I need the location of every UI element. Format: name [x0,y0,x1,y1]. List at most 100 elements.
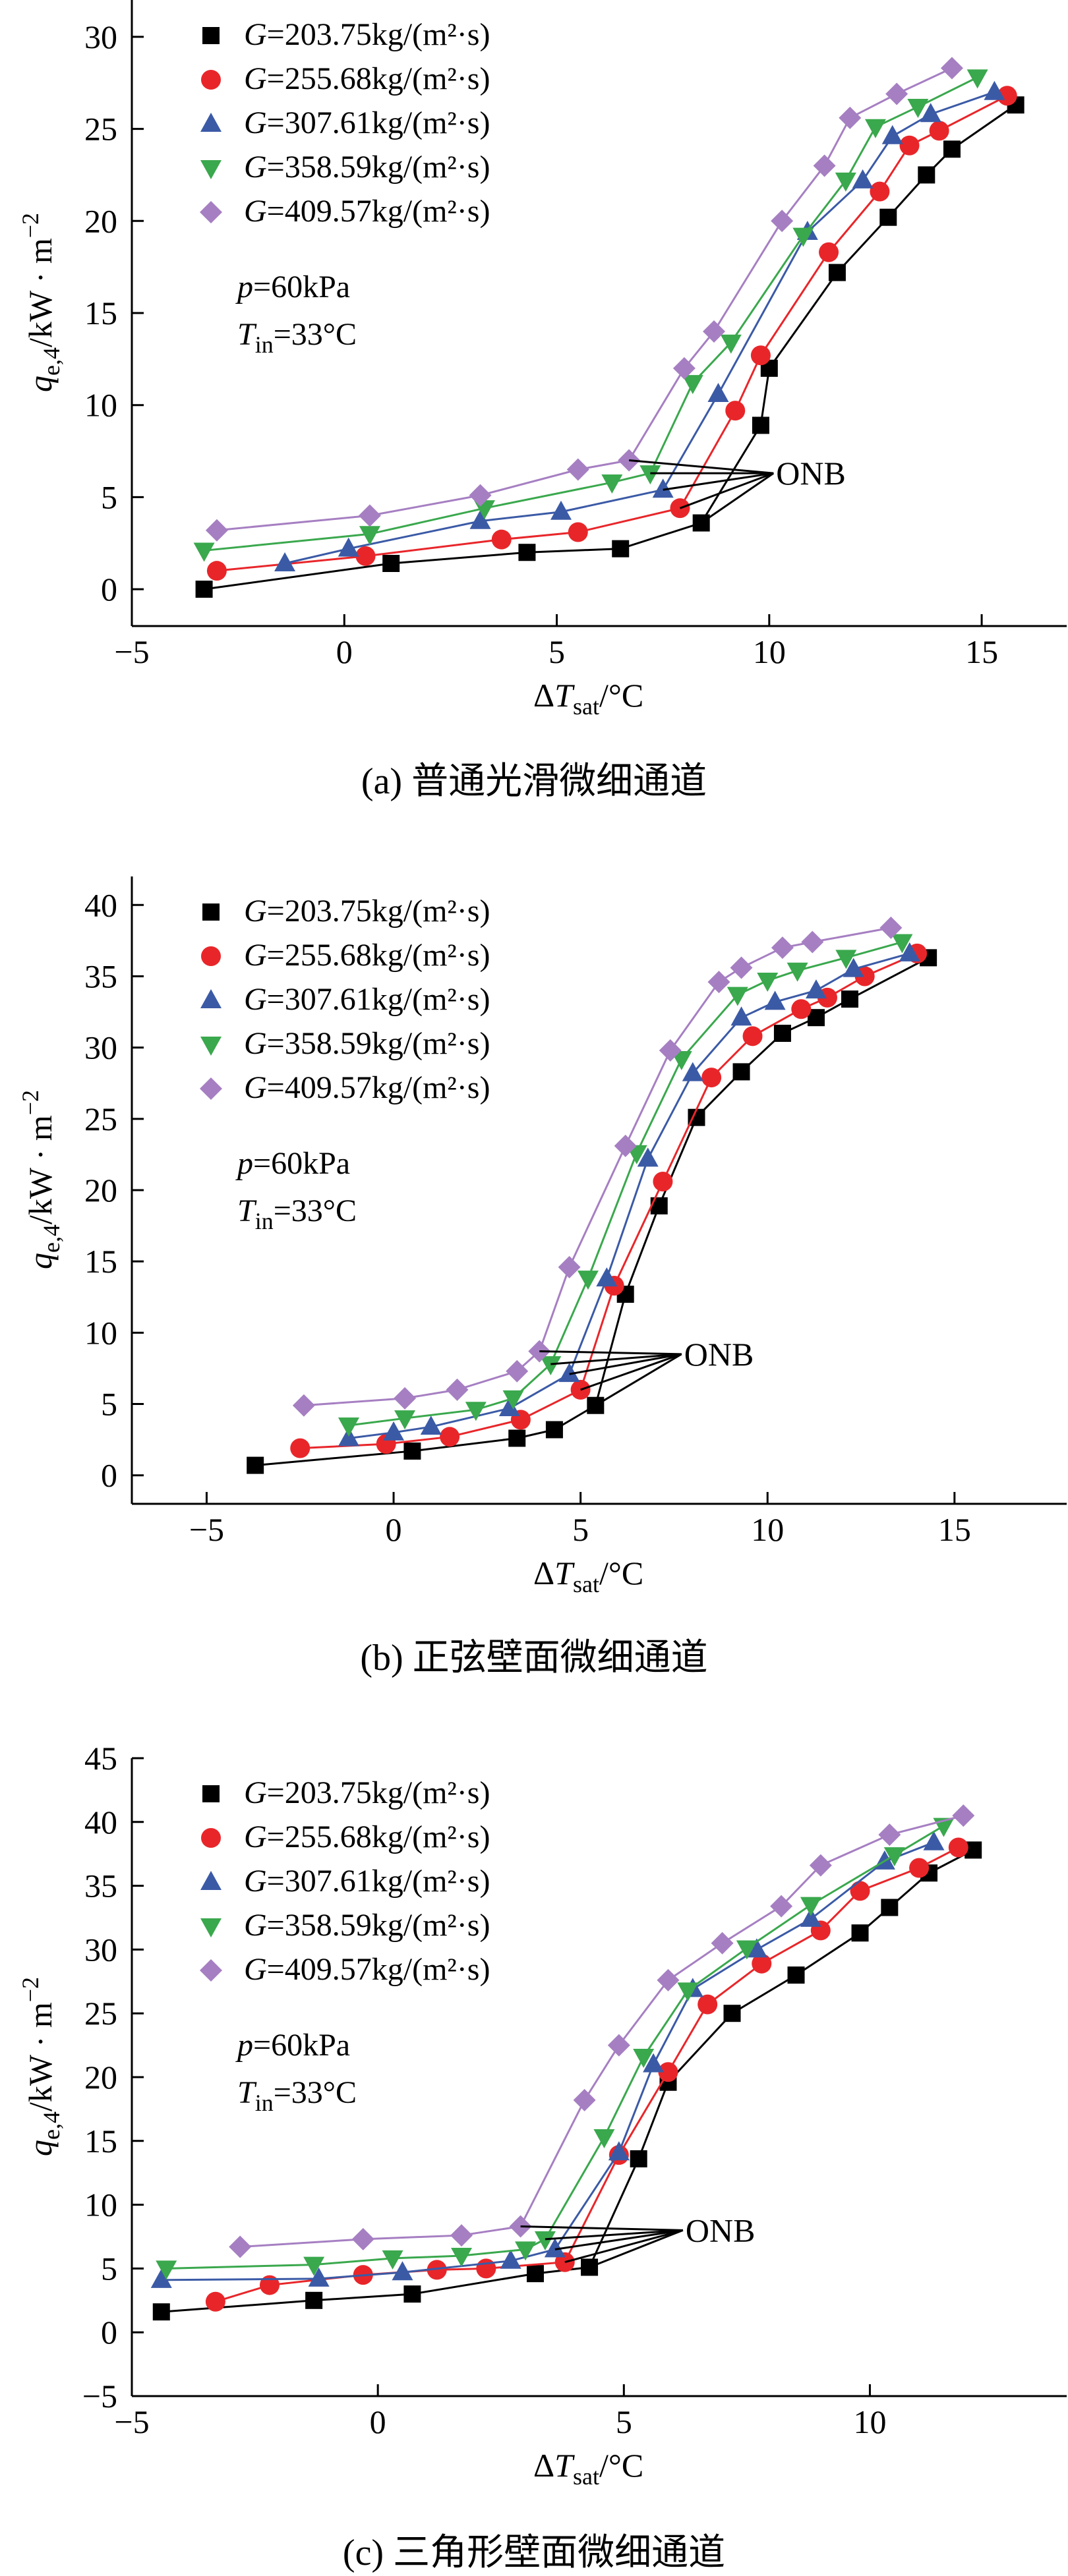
diamond-marker [657,1968,680,1991]
circle-marker [205,2291,225,2312]
triangle-up-marker [652,478,674,498]
square-marker [612,540,630,558]
x-tick-label: 5 [572,1511,589,1548]
diamond-marker [771,210,794,233]
triangle-up-marker [558,1363,580,1383]
triangle-down-marker [540,1356,562,1375]
caption-b: (b) 正弦壁面微细通道 [360,1638,708,1678]
circle-marker [819,242,839,262]
diamond-marker [394,1387,417,1410]
square-marker [518,544,536,561]
triangle-down-marker [156,2260,177,2280]
legend-triangle-down-marker [200,1918,222,1937]
triangle-down-marker [835,172,856,192]
circle-marker [909,1858,930,1878]
legend-square-marker [202,27,220,44]
diamond-marker [940,57,963,80]
square-marker [508,1429,526,1447]
series-line-4 [204,76,978,552]
triangle-down-marker [502,1390,524,1410]
circle-marker [355,546,376,566]
circle-marker [870,181,890,202]
square-marker [526,2265,544,2283]
y-axis-label: qe,4/kW · m−2 [17,213,65,392]
triangle-up-marker [899,942,920,961]
circle-marker [259,2275,280,2295]
triangle-down-marker [577,1271,599,1290]
legend-square-marker [202,903,220,921]
triangle-up-marker [730,1006,752,1026]
legend-circle-marker [201,70,221,90]
triangle-up-marker [596,1267,618,1287]
triangle-up-marker [550,500,572,520]
diamond-marker [469,484,492,507]
square-marker [382,555,400,572]
triangle-up-marker [682,1062,703,1081]
triangle-up-marker [338,537,359,557]
caption-c: (c) 三角形壁面微细通道 [342,2533,726,2573]
y-tick-label: 0 [101,2314,117,2351]
y-tick-label: 5 [101,478,117,515]
square-marker [732,1063,750,1081]
triangle-up-marker [923,1831,945,1850]
square-marker [881,1899,899,1916]
square-marker [152,2303,170,2321]
x-tick-label: 10 [853,2403,886,2440]
y-tick-label: 20 [84,202,117,239]
triangle-up-marker [746,1938,767,1958]
square-marker [545,1421,563,1439]
y-tick-label: 10 [84,2187,117,2223]
circle-marker [752,1953,772,1974]
y-tick-label: 10 [84,387,117,424]
triangle-up-marker [707,382,729,402]
x-tick-label: 5 [549,633,565,670]
triangle-up-marker [383,1421,405,1441]
diamond-marker [292,1394,315,1417]
legend-entry-2: G=255.68kg/(m²·s) [244,1819,490,1854]
onb-pointer-line [663,472,774,491]
onb-pointer-line [539,1350,682,1356]
y-tick-label: 0 [101,1457,117,1494]
square-marker [752,416,769,434]
x-axis-label: ΔTsat/°C [533,677,643,720]
circle-marker [476,2258,496,2279]
y-tick-label: 40 [84,1804,117,1841]
x-tick-label: 10 [753,633,786,670]
onb-label: ONB [684,1336,754,1373]
legend-entry-3: G=307.61kg/(m²·s) [244,105,490,140]
diamond-marker [205,519,228,542]
triangle-up-marker [420,1416,442,1435]
triangle-down-marker [757,972,779,992]
diamond-marker [771,936,794,959]
triangle-down-marker [677,1982,699,2002]
circle-marker [658,2062,678,2082]
onb-pointer-line [520,2225,683,2231]
legend-entry-1: G=203.75kg/(m²·s) [244,894,490,929]
diamond-marker [703,320,726,343]
diamond-marker [358,504,381,527]
diamond-marker [566,458,589,481]
onb-pointer-line [628,459,774,474]
triangle-up-marker [843,958,864,977]
circle-marker [750,345,771,366]
triangle-down-marker [891,934,913,954]
triangle-down-marker [883,1847,905,1867]
diamond-marker [801,930,824,954]
x-tick-label: 10 [751,1511,784,1548]
triangle-up-marker [150,2268,172,2288]
y-tick-label: 15 [84,1243,117,1280]
y-tick-label: 35 [84,958,117,994]
triangle-down-marker [835,950,857,969]
diamond-marker [730,956,753,979]
triangle-up-marker [274,552,296,571]
y-tick-label: 35 [84,1868,117,1904]
triangle-down-marker [601,474,623,494]
diamond-marker [558,1255,581,1278]
circle-marker [929,121,949,141]
square-marker [630,2150,647,2167]
circle-marker [568,522,588,542]
legend-diamond-marker [200,201,222,223]
onb-pointer-line [580,1353,682,1391]
diamond-marker [813,154,836,177]
triangle-up-marker [764,990,786,1010]
